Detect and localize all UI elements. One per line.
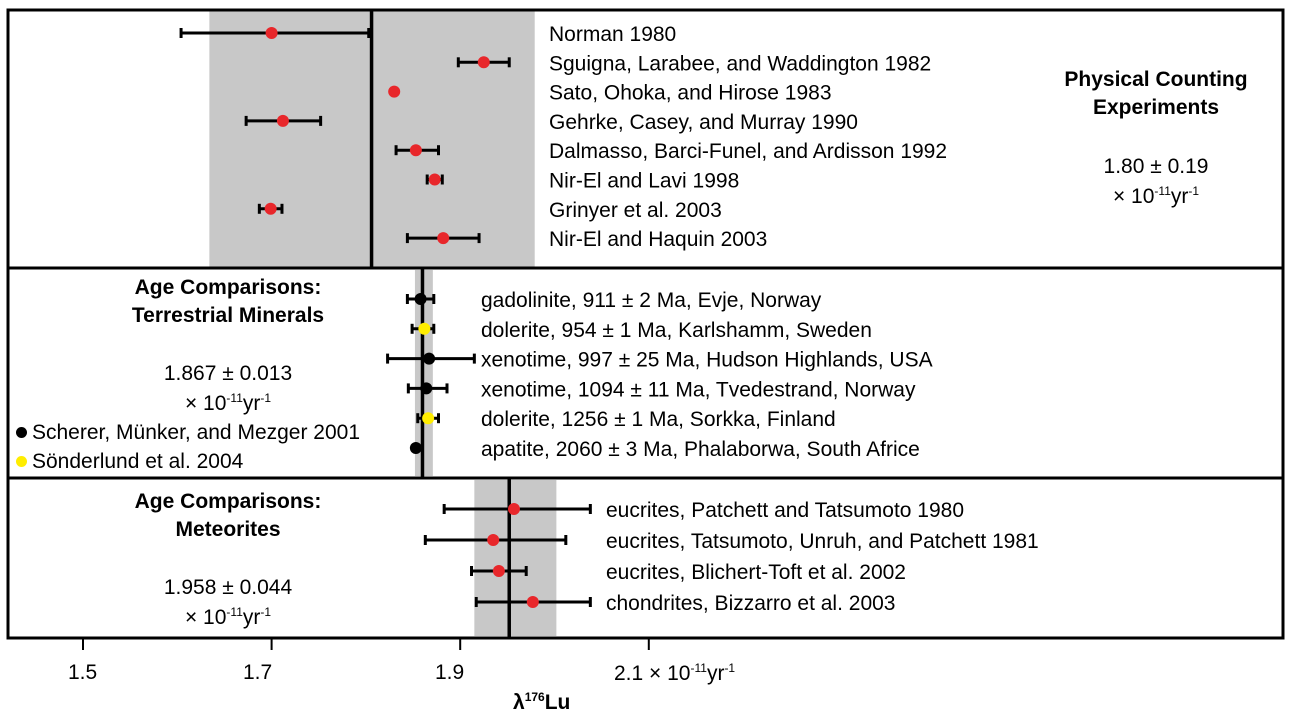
- series-label-p2-xenotime-1094-11-ma-tvedestrand-norway: xenotime, 1094 ± 11 Ma, Tvedestrand, Nor…: [481, 378, 916, 401]
- point-p1-gehrke-casey-and-murray-1990: [276, 114, 289, 127]
- point-p2-xenotime-997-25-ma-hudson-highlands-usa: [423, 352, 436, 365]
- point-p1-dalmasso-barci-funel-and-ardisson-1992: [409, 144, 422, 157]
- series-label-p2-dolerite-1256-1-ma-sorkka-finland: dolerite, 1256 ± 1 Ma, Sorkka, Finland: [481, 408, 836, 431]
- point-p3-chondrites-bizzarro-et-al-2003: [526, 596, 539, 608]
- panel-unit-meteorites: × 10-11yr-1: [184, 605, 272, 629]
- panel-mean-physical: 1.80 ± 0.19: [1103, 155, 1209, 178]
- panel-unit-terrestrial: × 10-11yr-1: [184, 391, 272, 415]
- panel-title-meteorites: Age Comparisons: Meteorites: [134, 490, 322, 542]
- series-label-p1-nir-el-and-haquin-2003: Nir-El and Haquin 2003: [549, 228, 767, 251]
- point-p2-dolerite-954-1-ma-karlshamm-sweden: [418, 322, 431, 335]
- x-axis-ticks: [82, 638, 650, 650]
- point-p2-gadolinite-911-2-ma-evje-norway: [414, 293, 427, 305]
- series-label-p1-norman-1980: Norman 1980: [549, 23, 676, 46]
- panel-title-terrestrial: Age Comparisons: Terrestrial Minerals: [131, 276, 325, 328]
- point-p1-sato-ohoka-and-hirose-1983: [388, 85, 401, 98]
- panel-unit-physical: × 10-11yr-1: [1112, 184, 1200, 208]
- series-label-p3-eucrites-tatsumoto-unruh-and-patchett-19: eucrites, Tatsumoto, Unruh, and Patchett…: [606, 530, 1039, 553]
- series-label-p1-sguigna-larabee-and-waddington-1982: Sguigna, Larabee, and Waddington 1982: [549, 52, 931, 75]
- series-label-p2-xenotime-997-25-ma-hudson-highlands-usa: xenotime, 997 ± 25 Ma, Hudson Highlands,…: [481, 349, 933, 372]
- legend-marker-scherer: [16, 427, 27, 438]
- legend-item-scherer: Scherer, Münker, and Mezger 2001: [16, 422, 360, 443]
- point-p1-grinyer-et-al-2003: [264, 202, 277, 215]
- outer-frame: [6, 8, 1285, 640]
- tick-label-1.7: 1.7: [243, 661, 273, 684]
- series-label-p2-dolerite-954-1-ma-karlshamm-sweden: dolerite, 954 ± 1 Ma, Karlshamm, Sweden: [481, 319, 872, 342]
- series-label-p1-nir-el-and-lavi-1998: Nir-El and Lavi 1998: [549, 170, 739, 193]
- point-p3-eucrites-tatsumoto-unruh-and-patchett-19: [487, 534, 500, 546]
- series-label-p3-chondrites-bizzarro-et-al-2003: chondrites, Bizzarro et al. 2003: [606, 592, 896, 615]
- tick-label-2.1: 2.1 × 10-11yr-1: [614, 661, 736, 685]
- legend-marker-sonderlund: [16, 456, 27, 467]
- series-label-p1-dalmasso-barci-funel-and-ardisson-1992: Dalmasso, Barci-Funel, and Ardisson 1992: [549, 140, 947, 163]
- panel-mean-meteorites: 1.958 ± 0.044: [163, 576, 293, 599]
- series-label-p1-grinyer-et-al-2003: Grinyer et al. 2003: [549, 199, 722, 222]
- point-p1-nir-el-and-haquin-2003: [437, 232, 450, 245]
- panel-mean-terrestrial: 1.867 ± 0.013: [163, 362, 293, 385]
- tick-label-1.5: 1.5: [68, 661, 98, 684]
- legend-item-sonderlund: Sönderlund et al. 2004: [16, 451, 243, 472]
- series-label-p3-eucrites-blichert-toft-et-al-2002: eucrites, Blichert-Toft et al. 2002: [606, 561, 906, 584]
- point-p3-eucrites-blichert-toft-et-al-2002: [492, 565, 505, 577]
- point-p3-eucrites-patchett-and-tatsumoto-1980: [507, 503, 520, 515]
- panel-title-physical: Physical Counting Experiments: [1064, 68, 1248, 120]
- point-p1-nir-el-and-lavi-1998: [428, 173, 441, 186]
- point-p1-norman-1980: [265, 27, 278, 39]
- series-label-p1-sato-ohoka-and-hirose-1983: Sato, Ohoka, and Hirose 1983: [549, 82, 832, 105]
- tick-label-1.9: 1.9: [435, 661, 465, 684]
- series-label-p2-gadolinite-911-2-ma-evje-norway: gadolinite, 911 ± 2 Ma, Evje, Norway: [481, 289, 822, 312]
- series-label-p3-eucrites-patchett-and-tatsumoto-1980: eucrites, Patchett and Tatsumoto 1980: [606, 499, 964, 522]
- point-p2-dolerite-1256-1-ma-sorkka-finland: [422, 412, 435, 425]
- series-label-p1-gehrke-casey-and-murray-1990: Gehrke, Casey, and Murray 1990: [549, 111, 858, 134]
- x-axis-title: λ176Lu: [513, 690, 571, 714]
- point-p1-sguigna-larabee-and-waddington-1982: [477, 56, 490, 69]
- point-p2-apatite-2060-3-ma-phalaborwa-south-afric: [409, 442, 422, 454]
- panel-frames: [6, 8, 1285, 640]
- data-points: Norman 1980 Sguigna, Larabee, and Wadding…: [179, 23, 1039, 615]
- series-label-p2-apatite-2060-3-ma-phalaborwa-south-afric: apatite, 2060 ± 3 Ma, Phalaborwa, South …: [481, 438, 920, 461]
- point-p2-xenotime-1094-11-ma-tvedestrand-norway: [420, 382, 433, 395]
